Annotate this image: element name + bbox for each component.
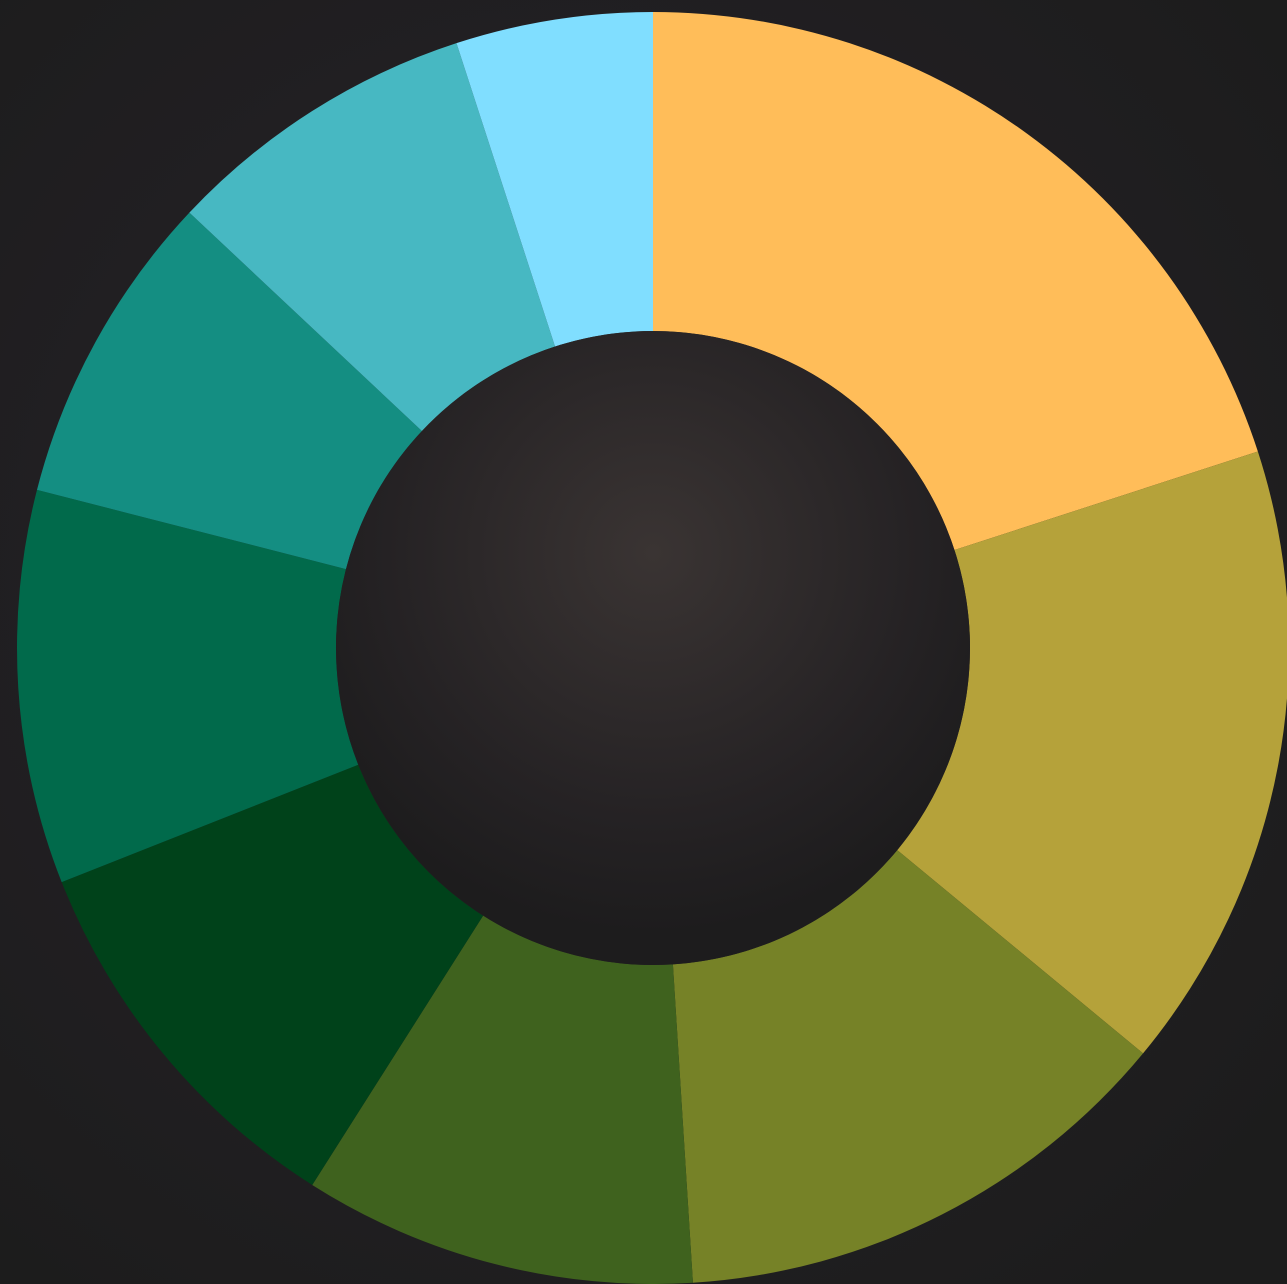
donut-hole xyxy=(336,331,970,965)
slice xyxy=(653,12,1258,551)
slice xyxy=(672,850,1144,1283)
slice xyxy=(16,489,359,883)
slice xyxy=(189,43,556,431)
slice xyxy=(897,451,1287,1054)
slice xyxy=(312,915,693,1284)
donut xyxy=(16,12,1287,1284)
slice xyxy=(456,12,653,347)
slice xyxy=(61,764,484,1185)
slice xyxy=(36,212,422,570)
